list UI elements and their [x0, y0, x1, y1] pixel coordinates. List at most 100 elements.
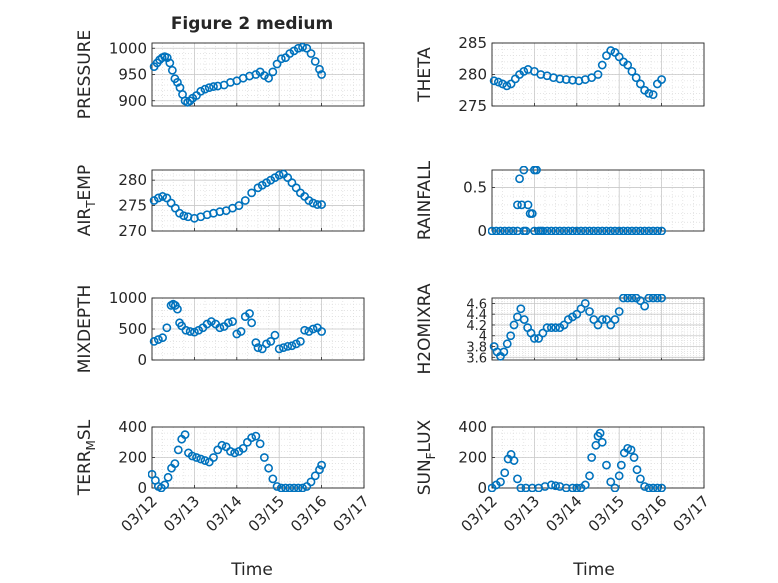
data-point — [606, 226, 616, 235]
data-point — [551, 226, 560, 235]
data-point — [189, 327, 199, 337]
data-point — [652, 483, 662, 492]
data-point — [264, 73, 273, 83]
data-point — [489, 76, 499, 86]
data-point — [585, 226, 594, 235]
x-tick-label: 03/13 — [500, 492, 543, 535]
data-point — [506, 331, 516, 341]
y-tick-label: 280 — [458, 66, 487, 84]
data-point — [593, 320, 603, 330]
data-point — [268, 67, 278, 77]
data-point — [196, 454, 206, 464]
data-point — [519, 66, 529, 76]
data-point — [538, 226, 548, 235]
data-point — [502, 339, 512, 349]
y-axis-label-air-temp: AIRTEMP — [75, 165, 98, 236]
data-point — [300, 325, 310, 335]
data-point — [580, 226, 590, 235]
y-tick-label: 3.8 — [466, 341, 487, 356]
data-point — [274, 344, 284, 354]
data-point — [572, 226, 582, 235]
data-point — [640, 226, 650, 235]
data-point — [173, 304, 182, 314]
data-point — [610, 483, 620, 492]
panel-sun-flux: 03/12 03/13 03/14 03/15 03/16 03/17 0 200 400 SUN… — [415, 418, 713, 535]
data-point — [602, 460, 611, 470]
x-tick-label: 03/14 — [542, 492, 585, 535]
data-point — [291, 183, 301, 193]
data-point — [530, 226, 539, 235]
data-point — [185, 327, 195, 336]
data-point — [317, 70, 326, 79]
y-tick-label: 0 — [477, 479, 487, 497]
data-point — [627, 294, 637, 303]
data-point — [527, 483, 537, 492]
axes-frame — [151, 169, 365, 232]
data-point — [657, 226, 666, 235]
y-tick-label: 0.5 — [463, 178, 487, 196]
data-point — [251, 338, 261, 348]
data-point — [251, 431, 261, 441]
data-point — [317, 327, 326, 336]
data-point — [657, 294, 666, 303]
data-point — [563, 226, 573, 235]
data-point — [504, 226, 514, 235]
data-point — [200, 84, 210, 94]
data-point — [519, 166, 529, 175]
data-point — [317, 200, 326, 209]
data-point — [285, 483, 295, 492]
data-point — [602, 315, 611, 324]
data-point — [576, 304, 586, 314]
y-axis-label-rainfall: RAINFALL — [415, 160, 435, 240]
data-point — [527, 209, 537, 218]
data-point — [162, 323, 172, 333]
data-point — [519, 315, 529, 324]
x-tick-label: 03/17 — [670, 492, 713, 535]
data-point — [253, 343, 263, 352]
data-point — [166, 198, 176, 208]
y-tick-label: 4.4 — [466, 308, 487, 323]
data-point — [317, 460, 326, 470]
data-point — [315, 64, 324, 74]
data-point — [521, 483, 531, 492]
data-point — [644, 226, 654, 235]
data-point — [283, 173, 293, 183]
y-tick-label: 1000 — [109, 39, 147, 57]
data-point — [631, 226, 641, 235]
data-point — [614, 471, 624, 481]
data-point — [255, 439, 265, 449]
data-point — [234, 201, 244, 210]
data-point — [509, 320, 519, 330]
data-point — [626, 445, 636, 455]
data-point — [546, 480, 556, 490]
data-point — [160, 480, 170, 490]
data-point — [298, 483, 307, 492]
data-point — [508, 226, 518, 235]
data-point — [521, 226, 531, 235]
data-point — [623, 226, 633, 235]
data-point — [293, 483, 303, 492]
y-tick-label: 500 — [118, 320, 147, 338]
data-point — [158, 333, 167, 343]
data-point — [546, 323, 556, 333]
data-point — [513, 226, 522, 235]
series-markers-pressure — [149, 42, 326, 107]
data-point — [167, 65, 177, 75]
data-point — [602, 226, 611, 235]
data-point — [597, 315, 607, 324]
data-point — [589, 226, 599, 235]
data-point — [614, 226, 624, 235]
panel-air-temp: 270 275 280 AIRTEMP — [75, 165, 365, 240]
data-point — [619, 226, 628, 235]
x-axis-label-right: Time — [572, 560, 615, 580]
data-point — [266, 336, 276, 346]
data-point — [306, 477, 316, 487]
data-point — [606, 477, 616, 487]
data-point — [312, 200, 322, 209]
y-axis-label-mixdepth: MIXDEPTH — [75, 285, 95, 374]
y-tick-label: 4.6 — [466, 297, 487, 312]
data-point — [500, 226, 510, 235]
data-point — [636, 296, 645, 306]
data-point — [593, 226, 603, 235]
data-point — [530, 334, 539, 343]
